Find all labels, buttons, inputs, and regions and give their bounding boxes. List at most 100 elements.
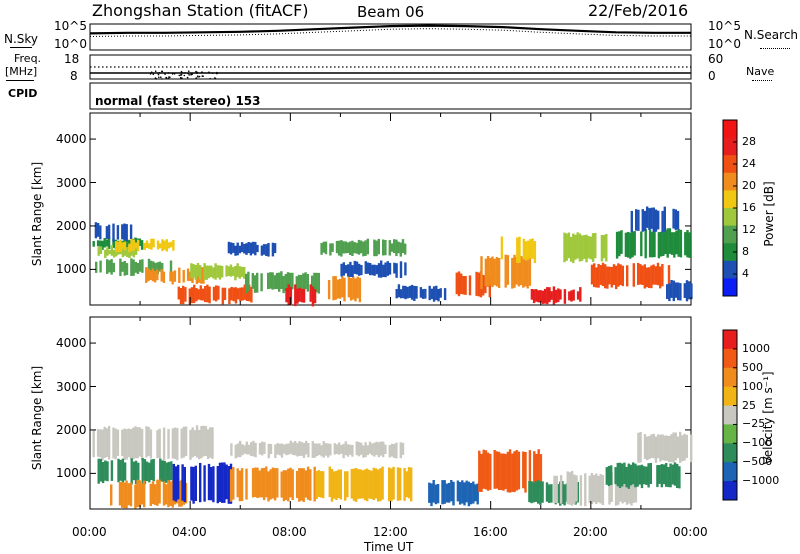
power-cell [504, 254, 507, 288]
power-cell [630, 210, 633, 233]
velocity-cell [528, 481, 531, 503]
velocity-cell [537, 449, 540, 489]
power-cell [107, 237, 111, 250]
velocity-cell [258, 470, 261, 498]
velocity-cell [159, 458, 162, 482]
freq-point [168, 76, 170, 78]
power-cell [121, 261, 124, 272]
velocity-cell [679, 431, 682, 463]
power-cell [537, 290, 540, 303]
power-cell [156, 240, 160, 250]
power-cell [121, 224, 124, 240]
power-colorbar-segment [723, 172, 737, 191]
power-cell [579, 287, 582, 302]
velocity-cell [320, 445, 323, 457]
power-cell [247, 271, 250, 292]
velocity-cell [313, 466, 316, 502]
velocity-cell [623, 462, 626, 484]
power-cell [123, 223, 126, 240]
power-cell [643, 264, 646, 289]
power-cell [506, 255, 510, 285]
power-cell [397, 241, 400, 254]
velocity-cell [230, 443, 233, 456]
power-cell [154, 262, 157, 275]
velocity-cell [467, 481, 471, 507]
x-axis-label: Time UT [364, 540, 414, 554]
mhz-label: [MHz] [5, 65, 38, 78]
power-cell [587, 236, 590, 259]
velocity-cell [361, 470, 364, 499]
velocity-cell [648, 435, 651, 460]
velocity-cell [362, 445, 365, 458]
y-tick-label: 1000 [56, 262, 87, 276]
power-cell [173, 270, 177, 282]
velocity-cell [568, 472, 572, 505]
power-cell [262, 244, 266, 255]
velocity-cell [333, 471, 336, 499]
velocity-cell [685, 434, 688, 458]
power-cell [535, 289, 538, 302]
power-cell [395, 289, 398, 299]
velocity-cell [232, 467, 235, 500]
power-cell [129, 224, 133, 240]
power-cell [443, 288, 447, 301]
power-cell [462, 276, 465, 295]
power-cell [366, 262, 370, 274]
power-cell [338, 240, 341, 256]
velocity-cell [368, 441, 372, 454]
velocity-cell [134, 426, 137, 459]
velocity-cell [284, 470, 288, 500]
velocity-cell [212, 466, 215, 503]
velocity-cell [117, 458, 120, 483]
power-cell [515, 257, 518, 285]
freq-point [208, 71, 210, 73]
power-cell [192, 264, 195, 278]
freq-point [209, 77, 211, 80]
power-cell [664, 230, 667, 255]
velocity-cell [608, 471, 611, 505]
velocity-cell [269, 469, 272, 500]
power-colorbar-segment [723, 190, 737, 209]
power-cell [567, 232, 571, 259]
power-cell [632, 263, 635, 287]
freq-point [201, 75, 204, 77]
velocity-cell [388, 445, 391, 458]
y-tick-label: 2000 [56, 219, 87, 233]
velocity-cell [364, 442, 367, 458]
power-cell [110, 259, 113, 275]
velocity-cell [322, 441, 325, 458]
power-cell [648, 267, 651, 288]
power-cell [569, 236, 573, 262]
velocity-cell [163, 461, 166, 484]
velocity-cell [150, 459, 153, 480]
power-cell [557, 288, 560, 303]
power-cell [148, 243, 151, 249]
velocity-cell [174, 466, 178, 502]
power-cell [116, 225, 120, 240]
power-cell [214, 263, 217, 280]
velocity-cell [377, 469, 380, 502]
power-cell [421, 289, 425, 299]
power-cell [123, 241, 127, 251]
velocity-cell [665, 435, 669, 461]
power-cell [661, 264, 664, 287]
power-colorbar-tick-label: 12 [742, 223, 756, 236]
velocity-cell [366, 468, 369, 502]
velocity-cell [227, 466, 230, 504]
velocity-cell [590, 473, 594, 505]
power-cell [327, 280, 331, 300]
velocity-cell [377, 442, 380, 458]
power-cell [659, 231, 663, 257]
power-cell [275, 272, 279, 290]
nave-tick-top: 60 [708, 52, 724, 66]
velocity-cell [502, 453, 505, 491]
power-cell [413, 285, 416, 301]
velocity-cell [267, 471, 270, 502]
cpid-text: normal (fast stereo) 153 [95, 94, 261, 108]
power-cell [150, 260, 153, 274]
freq-tick-top: 18 [64, 52, 80, 66]
nsearch-tick-bottom: 10^0 [708, 37, 741, 51]
power-cell [349, 241, 352, 255]
power-cell [160, 269, 163, 282]
velocity-cell [673, 462, 677, 486]
